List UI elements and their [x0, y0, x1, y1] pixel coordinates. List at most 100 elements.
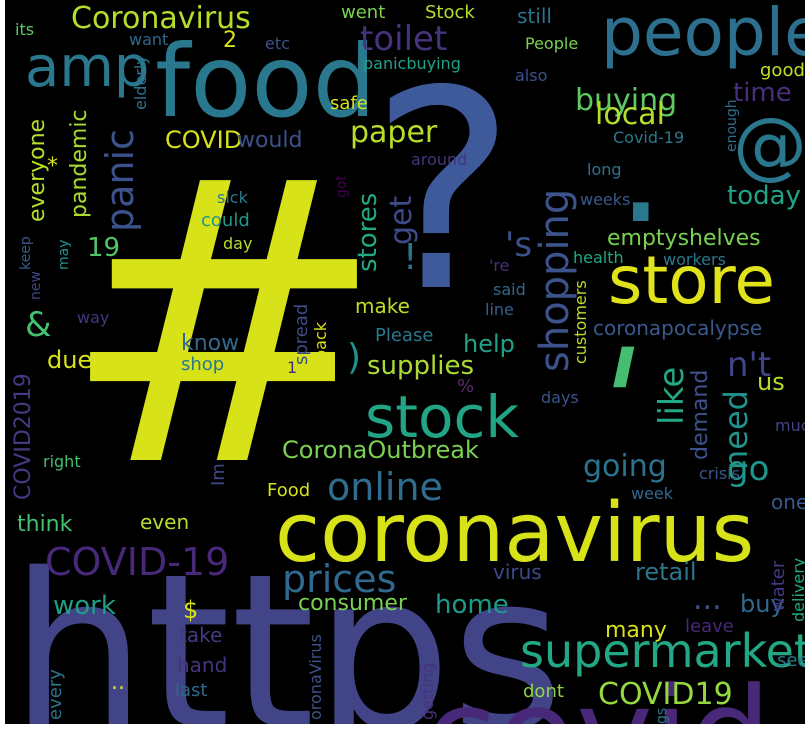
word: would	[237, 130, 302, 152]
word: etc	[265, 36, 290, 52]
word-cloud: # ? https covid-19 coronavirus food peop…	[5, 0, 805, 724]
word: could	[201, 212, 250, 230]
word: keep	[19, 236, 33, 270]
word: panicbuying	[363, 56, 461, 72]
word: time	[733, 80, 792, 106]
word: gs	[655, 708, 669, 724]
word: want	[129, 32, 168, 48]
word: stores	[355, 193, 381, 272]
word: @	[733, 108, 805, 182]
word: COVID	[165, 128, 242, 152]
word: coronapocalypse	[593, 318, 762, 338]
word: enough	[725, 99, 739, 152]
word: shop	[181, 356, 224, 374]
word: online	[327, 468, 443, 506]
word: ...	[693, 585, 722, 615]
word: getting	[420, 663, 436, 720]
word: may	[57, 239, 71, 270]
word: retail	[635, 560, 697, 584]
word: us	[757, 370, 785, 394]
word: toilet	[360, 22, 447, 56]
word: its	[15, 22, 34, 38]
word: everyone	[27, 119, 49, 222]
word: Im	[210, 463, 228, 486]
word: around	[411, 152, 467, 168]
word: pandemic	[69, 109, 91, 218]
word: going	[583, 452, 667, 482]
word: take	[179, 625, 222, 645]
word: COVID2019	[13, 373, 35, 500]
word: today	[727, 183, 801, 209]
word: oronaVirus	[308, 634, 324, 720]
word: due	[47, 348, 92, 372]
word: virus	[493, 562, 542, 582]
word: many	[605, 620, 667, 642]
word: leave	[685, 618, 734, 636]
word: dont	[523, 683, 564, 701]
word: CoronaOutbreak	[282, 438, 479, 462]
word: week	[631, 486, 673, 502]
word: 2	[223, 30, 237, 52]
word: &	[25, 308, 52, 342]
word: water	[770, 561, 788, 612]
word: %	[457, 378, 474, 396]
word: good	[760, 62, 805, 80]
word: new	[29, 271, 43, 300]
word: day	[223, 236, 252, 252]
word: also	[515, 68, 547, 84]
word: hand	[177, 655, 227, 675]
word: much	[775, 418, 805, 434]
word: help	[463, 332, 515, 356]
word: COVID19	[598, 680, 733, 710]
word: back	[313, 322, 329, 360]
word: emptyshelves	[607, 228, 761, 250]
word: people	[601, 0, 805, 66]
word: local	[595, 100, 665, 130]
word: think	[17, 514, 72, 536]
word: $	[183, 598, 198, 622]
word: customers	[573, 280, 589, 364]
word: long	[587, 162, 622, 178]
word: *	[47, 156, 58, 178]
word: health	[573, 250, 624, 266]
word: 's	[505, 228, 532, 262]
word: right	[43, 454, 81, 470]
word: ..	[111, 672, 125, 694]
word: paper	[350, 118, 437, 148]
word: demand	[690, 370, 712, 460]
word: Covid-19	[613, 130, 684, 146]
word: delivery	[791, 558, 805, 622]
word: one	[771, 492, 805, 512]
word: sick	[217, 190, 248, 206]
word: crisis	[699, 466, 740, 482]
word: Food	[267, 482, 310, 500]
word: panic	[101, 129, 139, 232]
word: make	[355, 296, 410, 316]
word: line	[485, 302, 514, 318]
word: way	[77, 310, 109, 326]
word: know	[181, 333, 239, 355]
word: workers	[663, 252, 726, 268]
word: last	[175, 682, 207, 700]
word: like	[655, 367, 689, 425]
word: consumer	[298, 593, 407, 615]
word: elderly	[133, 55, 149, 110]
word: spread	[293, 304, 311, 365]
word: work	[53, 593, 116, 619]
word: 1	[287, 360, 297, 376]
word: COVID-19	[45, 543, 229, 581]
word: Stock	[425, 4, 475, 22]
word: even	[140, 512, 189, 532]
word: said	[493, 282, 526, 298]
word: see	[777, 652, 805, 670]
word: Please	[375, 327, 433, 345]
word: )	[347, 340, 361, 376]
word: !	[403, 240, 417, 276]
word: days	[541, 390, 579, 406]
word: shopping	[535, 189, 575, 372]
word: safe	[330, 95, 368, 113]
word: still	[517, 6, 552, 26]
word: weeks	[580, 192, 630, 208]
word: went	[341, 4, 385, 22]
word: 19	[87, 235, 120, 261]
